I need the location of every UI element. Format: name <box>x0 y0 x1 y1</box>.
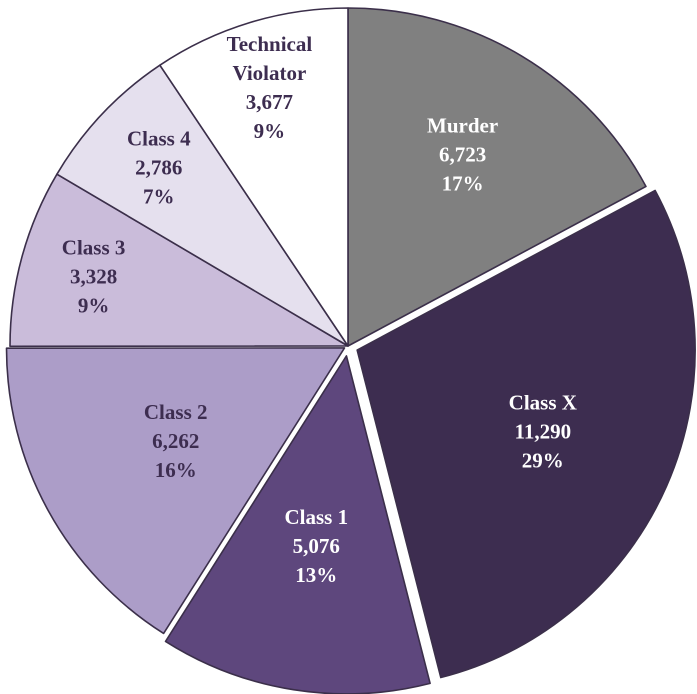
slice-percent-text: 29% <box>522 449 564 473</box>
slice-percent-text: 16% <box>155 458 197 482</box>
slice-value-text: 2,786 <box>135 155 182 179</box>
slice-value-text: 3,677 <box>246 90 293 114</box>
pie-slice-technical-violator <box>159 7 349 347</box>
slice-value-text: 5,076 <box>293 534 340 558</box>
pie-slices <box>5 7 696 694</box>
slice-percent-text: 7% <box>143 184 175 208</box>
pie-label-class-1: Class 1 5,076 13% <box>284 505 348 587</box>
slice-value-text: 11,290 <box>515 420 572 444</box>
slice-category-text: Murder <box>427 114 498 138</box>
slice-percent-text: 17% <box>442 172 484 196</box>
pie-label-class-2: Class 2 6,262 16% <box>144 400 208 482</box>
slice-category-text: Class 2 <box>144 400 208 424</box>
pie-slice-class-2 <box>5 347 346 635</box>
slice-category-text: Class 3 <box>62 236 126 260</box>
pie-label-technical-violator: Technical Violator 3,677 9% <box>227 32 313 143</box>
pie-label-class-4: Class 4 2,786 7% <box>127 126 191 208</box>
slice-category-text: Violator <box>232 61 306 85</box>
pie-label-murder: Murder 6,723 17% <box>427 114 498 196</box>
slice-value-text: 6,723 <box>439 143 486 167</box>
slice-category-text: Class 1 <box>284 505 348 529</box>
slice-category-text: Class 4 <box>127 126 191 150</box>
slice-percent-text: 9% <box>254 119 286 143</box>
pie-label-class-x: Class X 11,290 29% <box>509 391 577 473</box>
pie-slice-class-x <box>356 189 696 679</box>
pie-label-class-3: Class 3 3,328 9% <box>62 236 126 318</box>
slice-percent-text: 13% <box>295 563 337 587</box>
pie-slice-class-1 <box>164 355 431 694</box>
slice-percent-text: 9% <box>78 294 110 318</box>
pie-labels: Murder 6,723 17% Class X 11,290 29% Class 1 5,0… <box>62 32 577 587</box>
slice-value-text: 3,328 <box>70 265 117 289</box>
slice-category-text: Class X <box>509 391 577 415</box>
slice-category-text: Technical <box>227 32 313 56</box>
pie-slice-murder <box>347 7 647 347</box>
slice-value-text: 6,262 <box>152 429 199 453</box>
pie-slice-class-4 <box>56 64 349 347</box>
pie-slice-class-3 <box>9 173 349 348</box>
